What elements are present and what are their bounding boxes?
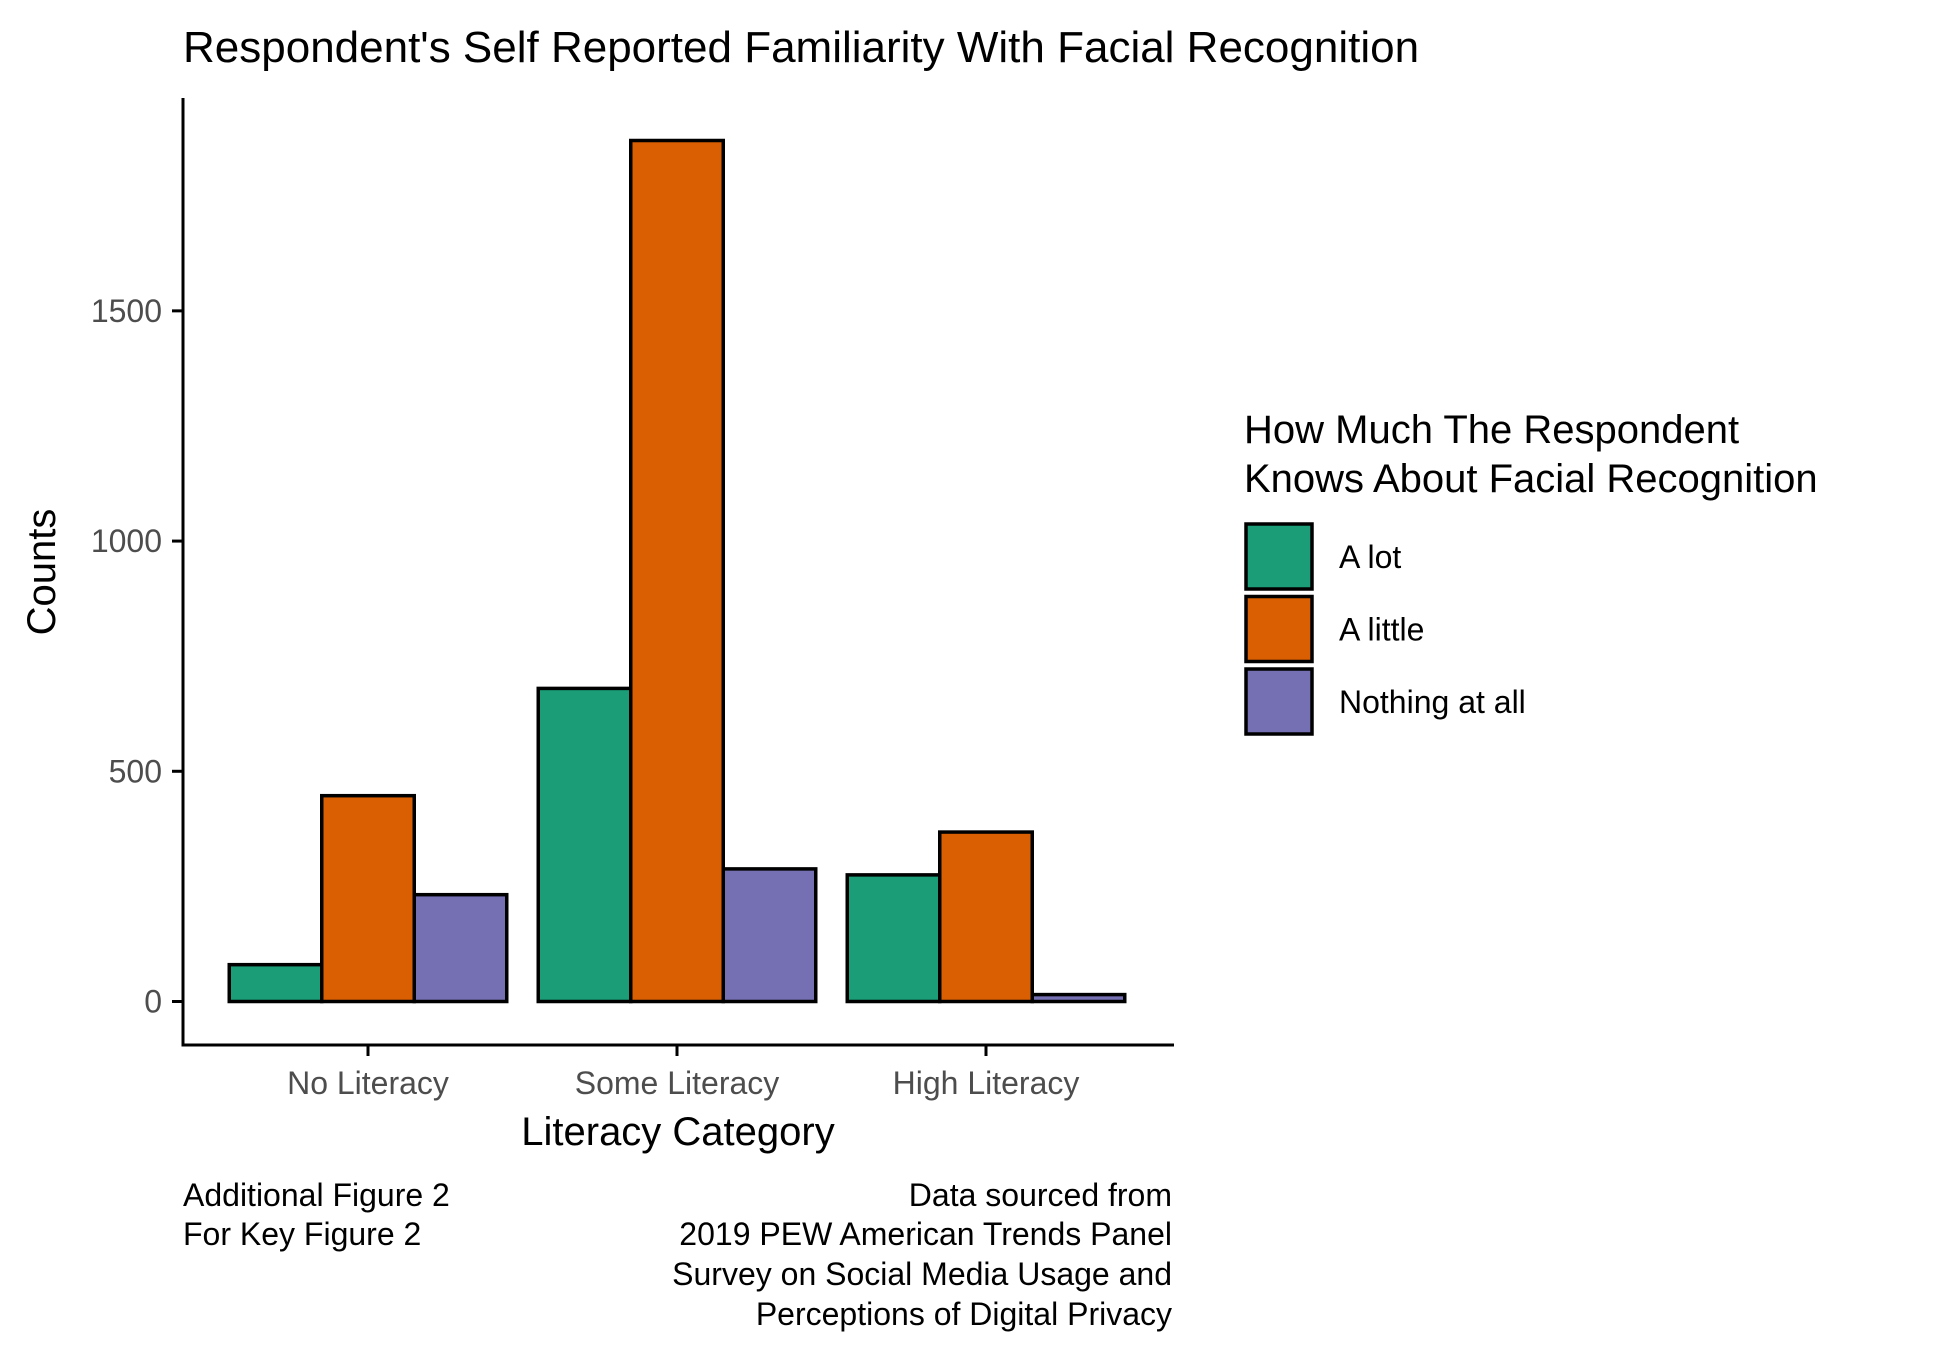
y-tick-label: 1500 (91, 293, 162, 329)
legend-items: A lot A little Nothing at all (1244, 522, 1526, 736)
bar-high-literacy-a-little (938, 830, 1034, 1004)
caption-right-line-1: Data sourced from (909, 1177, 1172, 1213)
bars-layer (227, 138, 1127, 1004)
caption-right-line-2: 2019 PEW American Trends Panel (679, 1216, 1172, 1252)
y-tick-label: 500 (109, 753, 162, 789)
legend-label-nothing-at-all: Nothing at all (1339, 684, 1526, 720)
legend-label-a-lot: A lot (1339, 539, 1401, 575)
bar-no-literacy-a-little (320, 793, 416, 1004)
legend: How Much The Respondent Knows About Faci… (1244, 408, 1818, 736)
x-tick-label-no-literacy: No Literacy (287, 1065, 449, 1101)
x-tick-label-high-literacy: High Literacy (893, 1065, 1080, 1101)
caption-right-line-4: Perceptions of Digital Privacy (756, 1296, 1172, 1332)
y-tick-label: 1000 (91, 523, 162, 559)
bar-no-literacy-a-lot (227, 962, 324, 1004)
x-axis-ticks: No Literacy Some Literacy High Literacy (287, 1045, 1079, 1101)
legend-swatch-nothing-at-all (1244, 667, 1314, 736)
legend-swatch-a-lot (1244, 522, 1314, 591)
caption-left: Additional Figure 2 For Key Figure 2 (183, 1177, 450, 1252)
caption-right-line-3: Survey on Social Media Usage and (672, 1256, 1172, 1292)
caption-left-line-1: Additional Figure 2 (183, 1177, 450, 1213)
y-axis-ticks: 0 500 1000 1500 (91, 293, 183, 1020)
legend-title-line-1: How Much The Respondent (1244, 408, 1739, 452)
chart-title: Respondent's Self Reported Familiarity W… (183, 23, 1419, 72)
bar-some-literacy-a-little (629, 138, 725, 1004)
bar-high-literacy-nothing-at-all (1030, 992, 1127, 1004)
caption-left-line-2: For Key Figure 2 (183, 1216, 421, 1252)
x-tick-label-some-literacy: Some Literacy (575, 1065, 780, 1101)
bar-some-literacy-a-lot (536, 686, 633, 1004)
legend-swatch-a-little (1244, 594, 1314, 664)
bar-some-literacy-nothing-at-all (721, 867, 818, 1004)
bar-high-literacy-a-lot (845, 873, 942, 1004)
x-axis-title: Literacy Category (521, 1110, 834, 1154)
legend-title-line-2: Knows About Facial Recognition (1244, 457, 1818, 501)
y-axis-title: Counts (20, 509, 64, 636)
legend-label-a-little: A little (1339, 612, 1424, 648)
bar-no-literacy-nothing-at-all (412, 892, 509, 1004)
y-tick-label: 0 (144, 984, 162, 1020)
caption-right: Data sourced from 2019 PEW American Tren… (672, 1177, 1172, 1332)
